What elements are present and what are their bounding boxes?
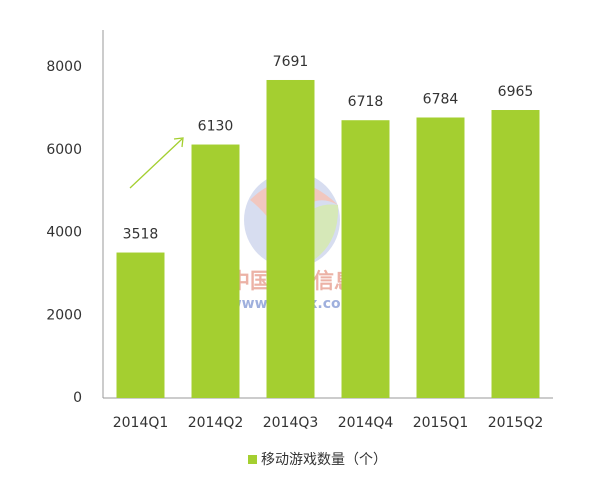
- legend-label: 移动游戏数量（个）: [261, 452, 387, 468]
- bar: [416, 117, 465, 398]
- y-tick-label: 4000: [46, 225, 82, 241]
- x-tick-label: 2015Q2: [488, 415, 544, 431]
- value-label: 6965: [498, 84, 534, 100]
- bar: [266, 79, 315, 398]
- bar: [491, 110, 540, 399]
- y-tick-label: 6000: [46, 142, 82, 158]
- y-tick-label: 8000: [46, 59, 82, 75]
- bar: [341, 120, 390, 399]
- value-label: 6784: [423, 91, 459, 107]
- x-tick-label: 2014Q3: [263, 415, 319, 431]
- value-label: 3518: [123, 227, 159, 243]
- bar: [191, 144, 240, 398]
- trend-arrow-head: [173, 137, 184, 148]
- x-tick-label: 2014Q4: [338, 415, 394, 431]
- y-tick-label: 0: [73, 390, 82, 406]
- trend-arrow: [129, 138, 183, 189]
- y-tick-label: 2000: [46, 307, 82, 323]
- x-tick-label: 2014Q2: [188, 415, 244, 431]
- bar: [116, 252, 165, 398]
- x-tick-label: 2014Q1: [113, 415, 169, 431]
- x-tick-label: 2015Q1: [413, 415, 469, 431]
- value-label: 7691: [273, 54, 309, 70]
- value-label: 6130: [198, 119, 234, 135]
- value-label: 6718: [348, 94, 384, 110]
- legend-swatch: [248, 455, 257, 464]
